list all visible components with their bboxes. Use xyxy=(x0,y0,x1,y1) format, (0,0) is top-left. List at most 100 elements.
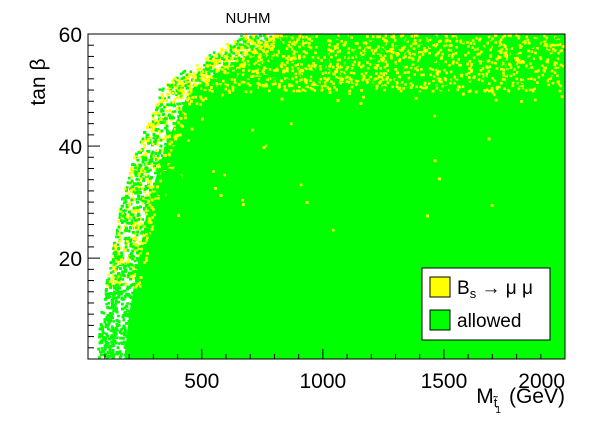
point-bs-mumu xyxy=(207,77,211,80)
point-allowed xyxy=(156,342,159,346)
point-allowed xyxy=(387,266,391,270)
point-allowed xyxy=(135,233,139,237)
point-allowed xyxy=(136,158,139,162)
point-allowed xyxy=(379,161,383,164)
point-allowed xyxy=(492,109,496,113)
point-bs-mumu xyxy=(167,92,171,96)
point-allowed xyxy=(145,187,148,191)
point-allowed xyxy=(135,174,139,178)
point-allowed xyxy=(165,177,168,180)
point-allowed xyxy=(126,302,129,305)
point-allowed xyxy=(482,208,486,212)
point-allowed xyxy=(243,82,246,86)
point-bs-mumu xyxy=(160,117,164,120)
point-bs-mumu xyxy=(173,124,176,128)
point-allowed xyxy=(241,107,244,111)
point-bs-mumu xyxy=(195,102,199,105)
point-allowed xyxy=(347,323,350,327)
point-allowed xyxy=(155,267,158,270)
point-allowed xyxy=(559,343,563,347)
point-allowed xyxy=(392,167,396,170)
point-allowed xyxy=(204,249,207,253)
point-allowed xyxy=(331,69,334,73)
point-allowed xyxy=(447,140,451,143)
point-bs-mumu xyxy=(249,90,253,94)
point-allowed xyxy=(304,178,307,181)
point-allowed xyxy=(303,267,306,270)
point-allowed xyxy=(173,232,177,235)
point-allowed xyxy=(269,53,273,57)
point-allowed xyxy=(201,167,204,171)
point-allowed xyxy=(408,115,412,118)
point-allowed xyxy=(530,255,533,259)
point-allowed xyxy=(179,353,183,357)
point-allowed xyxy=(198,259,202,262)
point-allowed xyxy=(538,229,541,233)
point-allowed xyxy=(378,219,381,222)
point-allowed xyxy=(238,114,242,117)
point-allowed xyxy=(539,132,542,135)
point-bs-mumu xyxy=(156,152,160,155)
point-bs-mumu xyxy=(136,164,139,168)
point-allowed xyxy=(422,237,425,240)
point-allowed xyxy=(301,274,304,277)
point-allowed xyxy=(137,295,141,298)
point-allowed xyxy=(179,102,182,105)
point-allowed xyxy=(310,295,313,299)
point-allowed xyxy=(159,270,162,274)
point-bs-mumu xyxy=(532,57,536,60)
point-bs-mumu xyxy=(152,116,155,120)
point-allowed xyxy=(102,353,105,357)
point-allowed xyxy=(455,166,459,170)
point-allowed xyxy=(116,288,120,292)
point-bs-mumu xyxy=(136,246,140,250)
point-bs-mumu xyxy=(131,170,135,174)
point-allowed xyxy=(399,55,403,59)
point-allowed xyxy=(306,317,310,320)
point-bs-mumu xyxy=(125,243,128,246)
point-allowed xyxy=(431,144,434,147)
point-allowed xyxy=(198,180,202,184)
point-allowed xyxy=(176,324,180,328)
point-allowed xyxy=(529,91,533,95)
point-allowed xyxy=(118,324,121,327)
point-allowed xyxy=(198,154,201,157)
point-allowed xyxy=(333,224,337,227)
point-bs-mumu xyxy=(131,182,134,185)
point-bs-mumu xyxy=(392,34,395,37)
point-allowed xyxy=(178,170,182,173)
point-allowed xyxy=(202,160,205,164)
point-allowed xyxy=(273,75,276,79)
point-allowed xyxy=(500,247,504,250)
point-bs-mumu xyxy=(222,54,225,58)
point-allowed xyxy=(131,222,134,225)
point-bs-mumu xyxy=(212,65,216,68)
point-allowed xyxy=(178,221,181,224)
point-allowed xyxy=(549,265,553,268)
point-allowed xyxy=(157,275,160,278)
point-allowed xyxy=(157,309,160,313)
point-bs-mumu xyxy=(159,131,162,135)
point-allowed xyxy=(473,222,476,225)
point-allowed xyxy=(296,279,300,283)
point-allowed xyxy=(178,167,181,170)
point-allowed xyxy=(145,243,149,247)
point-allowed xyxy=(439,144,443,147)
point-allowed xyxy=(163,97,166,100)
point-allowed xyxy=(189,329,193,332)
point-allowed xyxy=(519,160,522,163)
point-allowed xyxy=(388,187,391,191)
point-bs-mumu xyxy=(228,51,232,54)
point-bs-mumu xyxy=(236,52,240,55)
point-allowed xyxy=(274,43,277,46)
point-allowed xyxy=(149,245,152,248)
point-allowed xyxy=(462,114,465,118)
point-allowed xyxy=(123,346,127,349)
point-allowed xyxy=(530,210,533,214)
point-bs-mumu xyxy=(142,146,146,150)
point-allowed xyxy=(115,291,119,295)
point-allowed xyxy=(316,272,320,276)
point-allowed xyxy=(170,101,173,104)
point-allowed xyxy=(354,201,357,205)
point-allowed xyxy=(344,239,348,242)
